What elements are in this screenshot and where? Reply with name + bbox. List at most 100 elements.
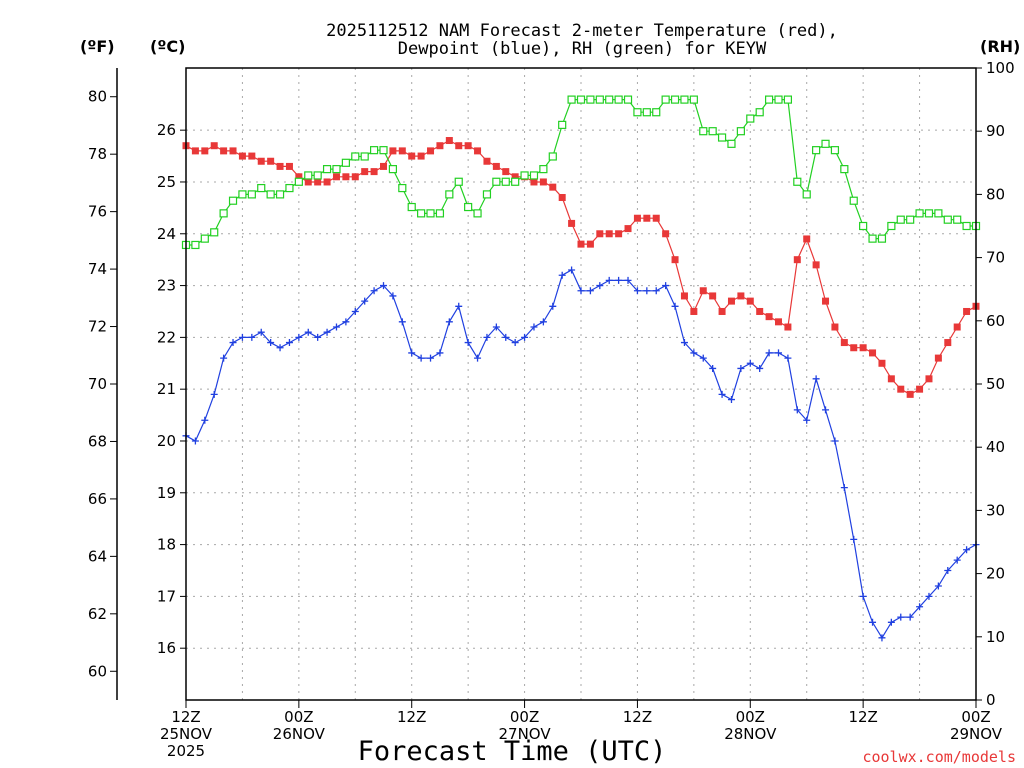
dewpoint-point xyxy=(690,349,698,357)
rh-unit-label: (RH) xyxy=(980,37,1020,56)
relative-humidity-series xyxy=(181,95,981,250)
relative-humidity-point xyxy=(304,171,313,180)
relative-humidity-point xyxy=(849,196,858,205)
relative-humidity-point xyxy=(379,146,388,155)
dewpoint-point xyxy=(568,266,576,274)
x-tick-label: 00Z xyxy=(961,708,990,726)
2-meter-temperature-point xyxy=(351,173,359,181)
relative-humidity-point xyxy=(642,108,651,117)
2-meter-temperature-point xyxy=(709,292,717,300)
dewpoint-point xyxy=(445,318,453,326)
2-meter-temperature-point xyxy=(558,194,566,202)
2-meter-temperature-point xyxy=(662,230,670,238)
2-meter-temperature-point xyxy=(690,307,698,315)
dewpoint-point xyxy=(615,276,623,284)
celsius-tick-label: 23 xyxy=(157,277,176,295)
2-meter-temperature-point xyxy=(342,173,350,181)
rh-tick-label: 30 xyxy=(986,501,1005,519)
dewpoint-point xyxy=(530,323,538,331)
dewpoint-point xyxy=(793,406,801,414)
relative-humidity-point xyxy=(266,190,275,199)
dewpoint-point xyxy=(869,618,877,626)
series-layer xyxy=(181,95,981,642)
dewpoint-point xyxy=(934,582,942,590)
dewpoint-point xyxy=(342,318,350,326)
relative-humidity-point xyxy=(501,177,510,186)
relative-humidity-point xyxy=(539,165,548,174)
celsius-tick-label: 25 xyxy=(157,173,176,191)
dewpoint-point xyxy=(351,307,359,315)
chart-title-line2: Dewpoint (blue), RH (green) for KEYW xyxy=(398,39,767,59)
dewpoint-point xyxy=(474,354,482,362)
relative-humidity-point xyxy=(407,202,416,212)
2-meter-temperature-point xyxy=(398,147,406,155)
dewpoint-point xyxy=(718,390,726,398)
celsius-unit-label: (ºC) xyxy=(150,37,185,56)
2-meter-temperature-point xyxy=(549,183,557,191)
2-meter-temperature-point xyxy=(285,162,293,170)
dewpoint-point xyxy=(464,339,472,347)
2-meter-temperature-point xyxy=(850,344,858,352)
x-tick-label: 27NOV xyxy=(499,725,552,743)
dewpoint-series xyxy=(182,266,980,642)
relative-humidity-point xyxy=(868,234,877,243)
relative-humidity-point xyxy=(576,95,586,104)
2-meter-temperature-point xyxy=(605,230,613,238)
dewpoint-point xyxy=(511,339,519,347)
relative-humidity-point xyxy=(746,114,755,123)
2-meter-temperature-point xyxy=(257,157,265,165)
2-meter-temperature-point xyxy=(840,339,848,347)
relative-humidity-point xyxy=(623,95,633,104)
relative-humidity-point xyxy=(962,221,971,231)
fahrenheit-tick-label: 78 xyxy=(88,145,107,163)
rh-tick-label: 70 xyxy=(986,249,1005,267)
2-meter-temperature-point xyxy=(793,256,801,264)
x-tick-label: 12Z xyxy=(397,708,426,726)
relative-humidity-point xyxy=(755,108,764,117)
celsius-tick-label: 17 xyxy=(157,587,176,605)
relative-humidity-point xyxy=(238,190,247,199)
rh-tick-label: 50 xyxy=(986,375,1005,393)
2-meter-temperature-point xyxy=(248,152,256,160)
relative-humidity-point xyxy=(247,190,256,199)
rh-tick-label: 20 xyxy=(986,565,1005,583)
2-meter-temperature-point xyxy=(718,307,726,315)
relative-humidity-point xyxy=(398,183,407,193)
dewpoint-point xyxy=(370,287,378,295)
2-meter-temperature-point xyxy=(577,240,585,248)
2-meter-temperature-point xyxy=(765,313,773,321)
x-tick-label: 00Z xyxy=(284,708,313,726)
fahrenheit-tick-label: 80 xyxy=(88,88,107,106)
2-meter-temperature-point xyxy=(633,214,641,222)
2-meter-temperature-point xyxy=(624,225,632,233)
dewpoint-point xyxy=(492,323,500,331)
2-meter-temperature-point xyxy=(539,178,547,186)
x-tick-label: 12Z xyxy=(623,708,652,726)
fahrenheit-unit-label: (ºF) xyxy=(80,37,115,56)
2-meter-temperature-point xyxy=(314,178,322,186)
relative-humidity-point xyxy=(426,209,435,218)
x-tick-label: 12Z xyxy=(171,708,200,726)
2-meter-temperature-point xyxy=(492,162,500,170)
dewpoint-point xyxy=(229,339,237,347)
x-tick-label: 12Z xyxy=(848,708,877,726)
2-meter-temperature-point xyxy=(220,147,228,155)
dewpoint-point xyxy=(455,302,463,310)
2-meter-temperature-point xyxy=(455,142,463,150)
celsius-tick-label: 22 xyxy=(157,328,176,346)
dewpoint-point xyxy=(408,349,416,357)
relative-humidity-point xyxy=(567,95,576,104)
2-meter-temperature-point xyxy=(615,230,623,238)
dewpoint-point xyxy=(756,364,764,372)
2-meter-temperature-point xyxy=(201,147,209,155)
relative-humidity-point xyxy=(859,221,868,231)
relative-humidity-point xyxy=(727,139,736,148)
celsius-tick-label: 21 xyxy=(157,380,176,398)
fahrenheit-tick-label: 60 xyxy=(88,662,107,680)
dewpoint-point xyxy=(680,339,688,347)
relative-humidity-point xyxy=(840,165,849,174)
2-meter-temperature-point xyxy=(916,385,924,393)
rh-tick-label: 0 xyxy=(986,691,996,709)
dewpoint-point xyxy=(417,354,425,362)
